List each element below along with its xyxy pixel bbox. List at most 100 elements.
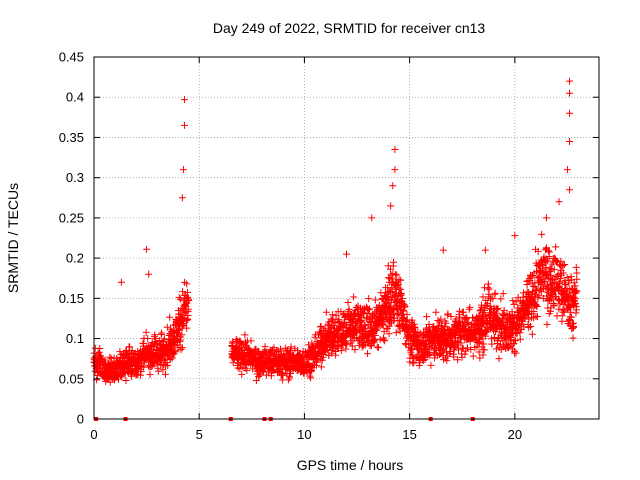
data-point bbox=[533, 303, 541, 311]
data-point bbox=[535, 292, 543, 300]
x-tick-label: 15 bbox=[402, 427, 416, 442]
y-tick-label: 0.4 bbox=[66, 90, 84, 105]
data-point bbox=[534, 294, 542, 302]
data-point bbox=[511, 336, 519, 344]
data-point bbox=[552, 243, 560, 251]
data-point bbox=[334, 344, 342, 352]
data-point bbox=[387, 288, 395, 296]
y-tick-label: 0 bbox=[77, 412, 84, 427]
data-point bbox=[361, 341, 369, 349]
y-tick-label: 0.1 bbox=[66, 331, 84, 346]
data-point bbox=[342, 337, 350, 345]
data-point bbox=[370, 330, 378, 338]
y-tick-label: 0.3 bbox=[66, 170, 84, 185]
data-point bbox=[344, 299, 352, 307]
data-point bbox=[542, 214, 550, 222]
data-point bbox=[241, 331, 249, 339]
data-point bbox=[421, 356, 429, 364]
data-point bbox=[463, 344, 471, 352]
data-point bbox=[484, 280, 492, 288]
data-point bbox=[516, 329, 524, 337]
y-tick-label: 0.2 bbox=[66, 251, 84, 266]
data-point bbox=[511, 232, 519, 240]
data-point bbox=[455, 324, 463, 332]
data-point bbox=[268, 366, 276, 374]
data-point bbox=[443, 357, 451, 365]
data-point bbox=[408, 316, 416, 324]
data-point bbox=[558, 312, 566, 320]
data-point bbox=[550, 302, 558, 310]
data-point bbox=[146, 371, 154, 379]
data-point bbox=[423, 313, 431, 321]
data-point bbox=[334, 342, 342, 350]
data-point bbox=[560, 308, 568, 316]
x-tick-label: 5 bbox=[196, 427, 203, 442]
data-point bbox=[573, 275, 581, 283]
data-point bbox=[500, 306, 508, 314]
axis-ticks: 0 0.05 0.1 0.15 0.2 0.25 0.3 0.35 0.4 0.45 0 5 10 15 2… bbox=[59, 50, 599, 442]
data-point bbox=[559, 269, 567, 277]
data-point bbox=[559, 261, 567, 269]
data-point bbox=[566, 291, 574, 299]
data-point bbox=[373, 343, 381, 351]
data-point bbox=[154, 367, 162, 375]
data-point bbox=[493, 305, 501, 313]
data-point bbox=[538, 230, 546, 238]
data-point bbox=[544, 247, 552, 255]
data-point bbox=[393, 271, 401, 279]
data-point bbox=[561, 260, 569, 268]
data-point bbox=[380, 336, 388, 344]
y-tick-label: 0.05 bbox=[59, 371, 84, 386]
data-point bbox=[394, 322, 402, 330]
data-point bbox=[348, 342, 356, 350]
data-point bbox=[342, 345, 350, 353]
data-point bbox=[182, 317, 190, 325]
data-point bbox=[391, 270, 399, 278]
data-point bbox=[572, 263, 580, 271]
data-point bbox=[400, 307, 408, 315]
data-point bbox=[549, 279, 557, 287]
data-point bbox=[489, 295, 497, 303]
data-point bbox=[287, 343, 295, 351]
data-point bbox=[454, 356, 462, 364]
data-point bbox=[394, 280, 402, 288]
data-point bbox=[160, 335, 168, 343]
data-point bbox=[169, 342, 177, 350]
data-point bbox=[561, 280, 569, 288]
data-point bbox=[389, 182, 397, 190]
y-axis-title: SRMTID / TECUs bbox=[5, 183, 21, 293]
data-point bbox=[164, 362, 172, 370]
data-point bbox=[171, 346, 179, 354]
data-point bbox=[455, 307, 463, 315]
data-point bbox=[485, 285, 493, 293]
data-point bbox=[137, 371, 145, 379]
data-point bbox=[163, 359, 171, 367]
data-point bbox=[563, 274, 571, 282]
data-point bbox=[496, 341, 504, 349]
data-point bbox=[432, 308, 440, 316]
data-point bbox=[351, 346, 359, 354]
data-point bbox=[555, 305, 563, 313]
data-point bbox=[437, 315, 445, 323]
data-point bbox=[530, 308, 538, 316]
data-point bbox=[566, 77, 574, 85]
data-point bbox=[462, 347, 470, 355]
data-point bbox=[426, 351, 434, 359]
data-point bbox=[533, 286, 541, 294]
data-point bbox=[516, 335, 524, 343]
data-point bbox=[143, 245, 151, 253]
data-point bbox=[520, 323, 528, 331]
data-point bbox=[457, 332, 465, 340]
data-point bbox=[155, 337, 163, 345]
data-point bbox=[566, 186, 574, 194]
data-point bbox=[179, 288, 187, 296]
data-point bbox=[318, 356, 326, 364]
data-point bbox=[175, 294, 183, 302]
data-point bbox=[158, 329, 166, 337]
data-point bbox=[482, 332, 490, 340]
data-point bbox=[419, 356, 427, 364]
data-point bbox=[555, 198, 563, 206]
data-point bbox=[145, 270, 153, 278]
data-point bbox=[180, 96, 188, 104]
data-point bbox=[450, 353, 458, 361]
